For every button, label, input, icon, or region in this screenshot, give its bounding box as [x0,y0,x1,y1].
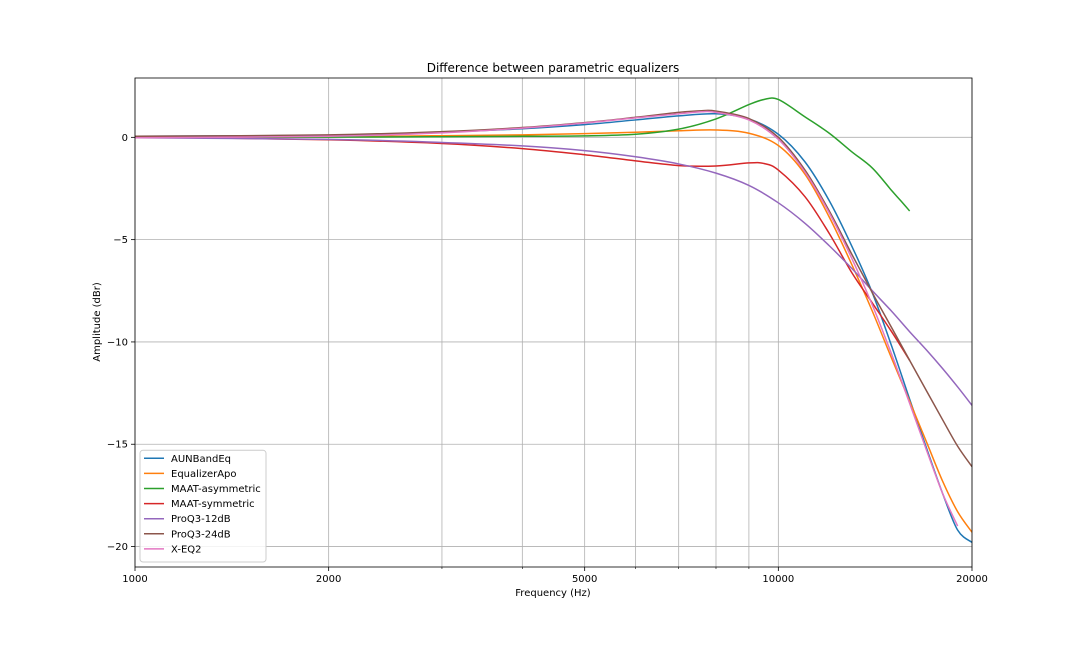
axis-layer: 1000 2000 5000 10000 20000 0 −5 −10 −15 −20 [107,133,988,585]
y-tick-label: −5 [113,235,128,246]
x-tick-label: 20000 [956,574,988,585]
y-tick-label: −15 [107,440,128,451]
series-line-x-eq2 [135,110,959,527]
series-line-maat-asymmetric [135,97,911,212]
legend-label-proq3-24db: ProQ3-24dB [171,529,231,540]
series-line-equalizerapo [135,129,972,533]
legend-label-aunbandeq: AUNBandEq [171,454,231,465]
legend-box [139,449,267,563]
legend-label-maat-asymmetric: MAAT-asymmetric [171,484,261,495]
y-tick-label: −10 [107,337,128,348]
legend-label-equalizerapo: EqualizerApo [171,469,237,480]
legend-label-x-eq2: X-EQ2 [171,544,202,555]
chart-title: Difference between parametric equalizers [427,61,680,75]
legend-label-maat-symmetric: MAAT-symmetric [171,499,255,510]
series-line-maat-symmetric [135,136,911,361]
legend-label-proq3-12db: ProQ3-12dB [171,514,231,525]
x-tick-label: 1000 [122,574,147,585]
y-axis-label: Amplitude (dBr) [92,282,103,362]
y-tick-label: 0 [122,133,128,144]
series-line-proq3-12db [135,136,972,406]
series-line-proq3-24db [135,109,972,468]
plot-area [135,97,972,544]
y-tick-label: −20 [107,542,128,553]
plot-frame [134,77,973,568]
x-tick-label: 5000 [572,574,597,585]
x-tick-label: 10000 [762,574,794,585]
x-axis-label: Frequency (Hz) [515,588,591,599]
legend: AUNBandEq EqualizerApo MAAT-asymmetric MAAT… [139,449,267,563]
x-tick-label: 2000 [316,574,341,585]
